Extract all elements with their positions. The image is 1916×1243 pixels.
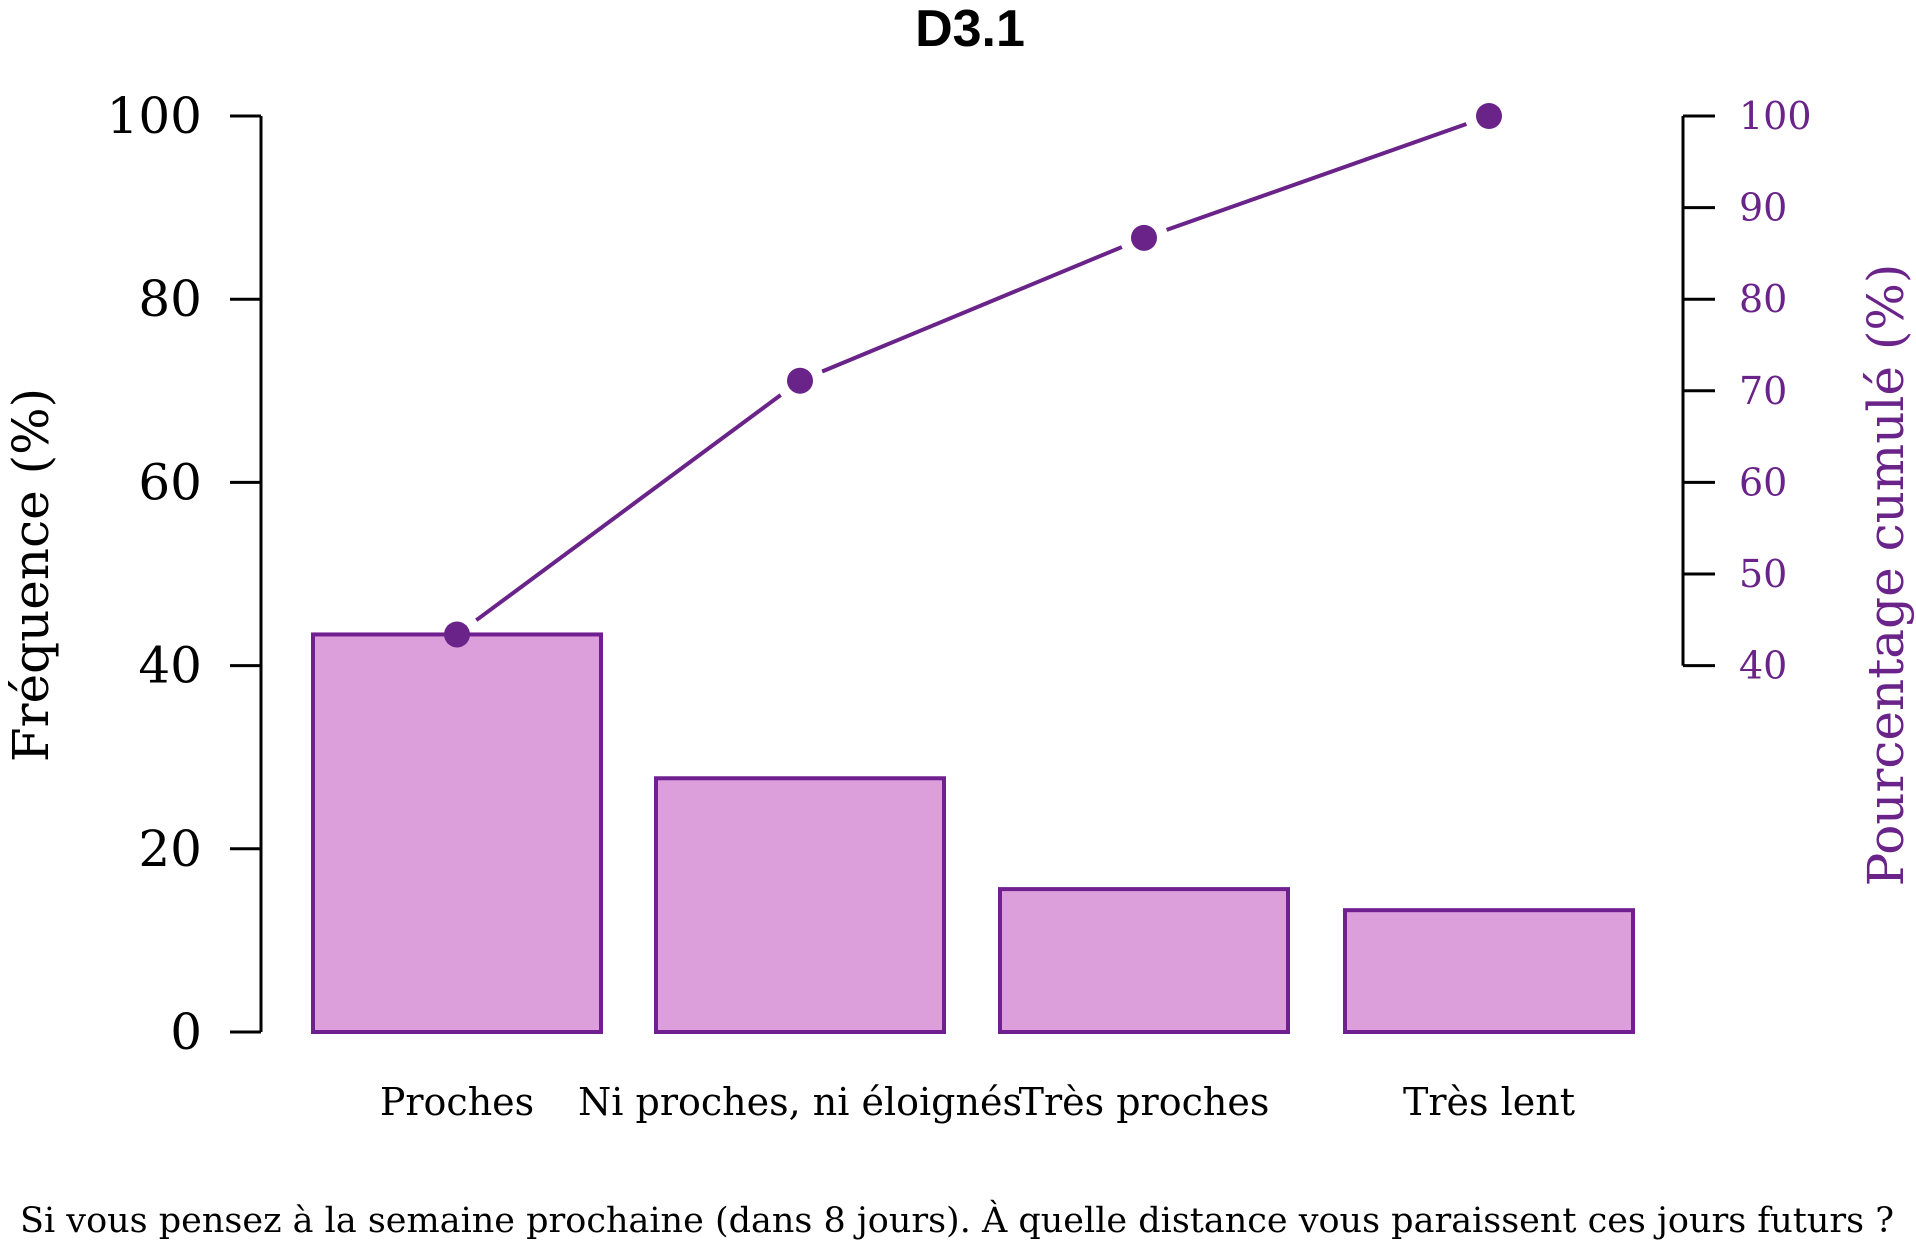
bar-1 [311,632,603,1034]
cumulative-segment-3 [1165,122,1468,232]
question-footnote: Si vous pensez à la semaine prochaine (d… [20,1199,1894,1241]
bar-4 [1343,908,1635,1034]
category-label-4: Très lent [1403,1080,1575,1124]
left-tick-label-4: 80 [138,270,202,328]
cumulative-segment-1 [475,393,782,622]
bar-2 [654,776,946,1034]
cumulative-point-4 [1476,103,1502,129]
right-tick-label-4: 80 [1739,277,1787,321]
y-axis-title-left: Fréquence (%) [2,388,60,762]
left-tick-label-2: 40 [138,637,202,695]
left-tick-label-1: 20 [138,820,202,878]
cumulative-line-group [444,103,1502,648]
right-tick-label-1: 50 [1739,552,1787,596]
category-label-2: Ni proches, ni éloignés [578,1080,1022,1124]
cumulative-point-2 [787,367,813,394]
right-tick-label-0: 40 [1739,644,1787,688]
left-tick-label-5: 100 [107,87,202,145]
right-tick-label-3: 70 [1739,369,1787,413]
cumulative-point-1 [444,621,470,648]
right-tick-label-2: 60 [1739,460,1787,504]
left-tick-label-3: 60 [138,453,202,511]
left-tick-label-0: 0 [170,1003,202,1061]
y-axis-title-right: Pourcentage cumulé (%) [1857,264,1915,887]
left-y-axis: 0 20 40 60 80 100 [107,87,263,1061]
cumulative-point-3 [1131,224,1157,251]
chart-title: D3.1 [915,0,1025,58]
right-tick-label-6: 100 [1739,94,1812,138]
right-y-axis: 40 50 60 70 80 90 100 [1681,94,1812,688]
bar-3 [998,887,1290,1034]
cumulative-segment-2 [821,245,1123,374]
category-label-3: Très proches [1019,1080,1270,1124]
right-tick-label-5: 90 [1739,186,1787,230]
bars-group [311,632,1635,1034]
category-label-1: Proches [380,1080,534,1124]
